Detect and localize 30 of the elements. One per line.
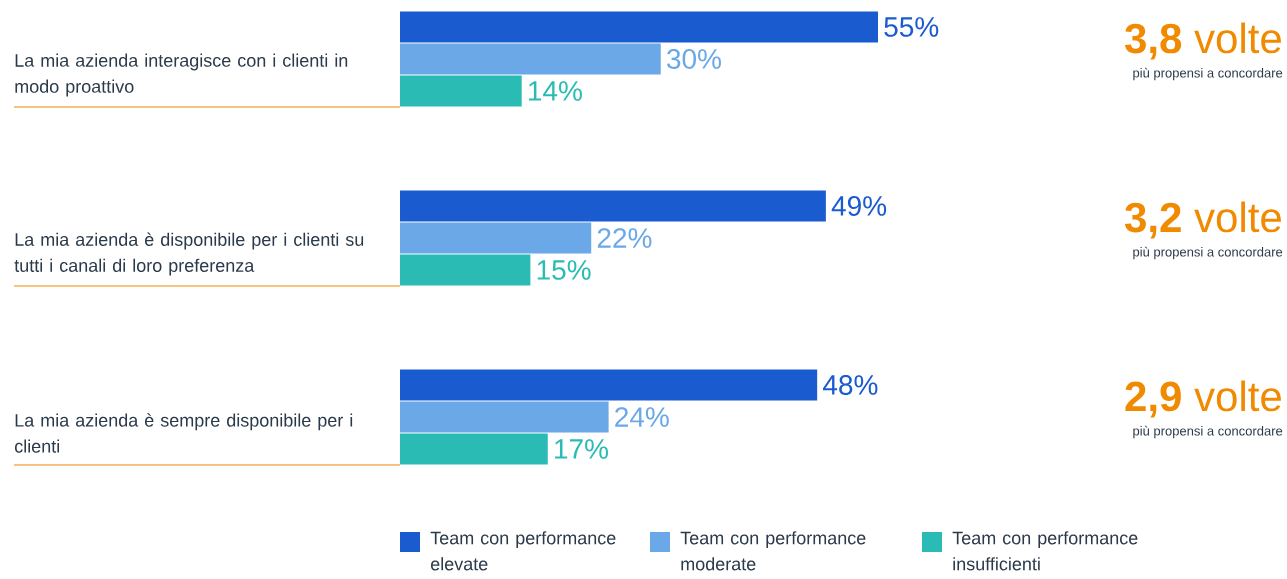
data-label: 14% — [529, 81, 582, 101]
bar — [400, 222, 592, 254]
text: 3,2 volte — [1125, 201, 1281, 239]
data-label: 30% — [667, 49, 721, 69]
text: più propensi a concordare — [1133, 246, 1283, 260]
y-tick-label: La mia azienda è sempre disponibile per i clienti — [14, 413, 353, 453]
y-tick-label: La mia azienda interagisce con i clienti in modo proattivo — [15, 53, 348, 97]
data-label: 48% — [823, 375, 878, 395]
legend-label: Team con performance moderate — [680, 531, 866, 571]
bar — [400, 190, 826, 222]
bar — [400, 401, 609, 433]
data-label: 55% — [884, 17, 939, 37]
bar — [400, 75, 522, 107]
data-label: 22% — [597, 228, 652, 248]
y-tick-label: La mia azienda è disponibile per i clienti su tutti i canali di loro preferenza — [14, 232, 364, 276]
data-label: 24% — [615, 407, 669, 427]
bar — [400, 369, 818, 401]
bar — [400, 43, 661, 75]
bar — [400, 433, 548, 465]
data-label: 15% — [537, 260, 591, 280]
legend-label: Team con performance insufficienti — [952, 531, 1138, 571]
bar — [400, 254, 531, 286]
text: più propensi a concordare — [1133, 67, 1283, 81]
legend-label: Team con performance elevate — [430, 531, 616, 571]
text: 2,9 volte — [1125, 380, 1281, 418]
text: più propensi a concordare — [1133, 425, 1283, 439]
data-label: 17% — [555, 439, 608, 459]
data-label: 49% — [831, 196, 887, 216]
bar — [400, 11, 879, 43]
text: 3,8 volte — [1125, 22, 1281, 60]
